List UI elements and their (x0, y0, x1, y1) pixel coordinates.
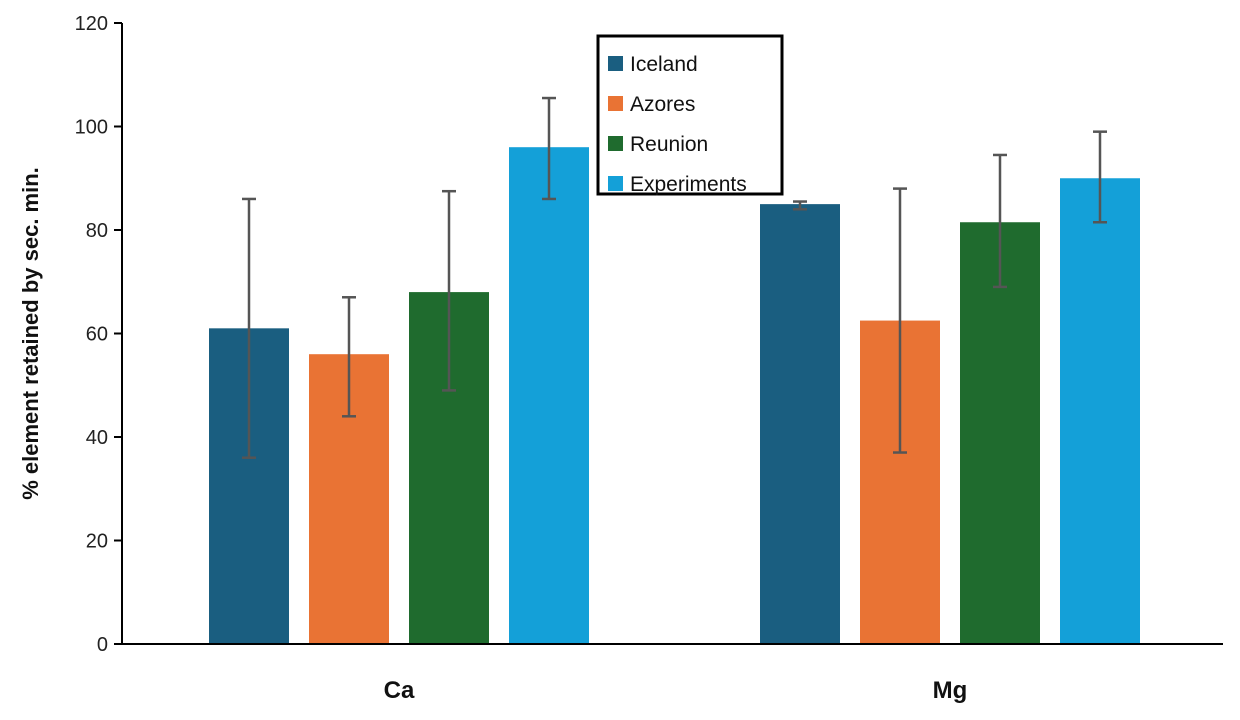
legend-box (596, 34, 784, 196)
y-tick-label: 80 (86, 220, 108, 242)
error-bars (242, 96, 1107, 459)
y-axis-title: % element retained by sec. min. (18, 167, 43, 500)
bar-iceland-mg (760, 204, 840, 644)
y-tick-label: 100 (75, 117, 108, 139)
legend-label-iceland: Iceland (630, 53, 698, 76)
y-tick-label: 0 (97, 634, 108, 656)
legend-label-azores: Azores (630, 93, 695, 116)
y-tick-label: 60 (86, 324, 108, 346)
legend-swatch-experiments (608, 176, 623, 191)
legend-swatch-reunion (608, 136, 623, 151)
y-axis-ticks: 0 20 40 60 80 100 120 (75, 13, 122, 656)
y-tick-label: 40 (86, 427, 108, 449)
y-tick-label: 120 (75, 13, 108, 35)
y-tick-label: 20 (86, 531, 108, 553)
category-label-mg: Mg (933, 677, 968, 704)
legend-label-reunion: Reunion (630, 133, 708, 156)
bar-reunion-mg (960, 222, 1040, 645)
legend-swatch-azores (608, 96, 623, 111)
legend: Iceland Azores Reunion Experiments (596, 34, 784, 196)
x-axis-categories: Ca Mg (384, 677, 968, 704)
bar-experiments-ca (509, 147, 589, 644)
legend-label-experiments: Experiments (630, 173, 747, 196)
category-label-ca: Ca (384, 677, 415, 704)
legend-swatch-iceland (608, 56, 623, 71)
bar-experiments-mg (1060, 178, 1140, 644)
